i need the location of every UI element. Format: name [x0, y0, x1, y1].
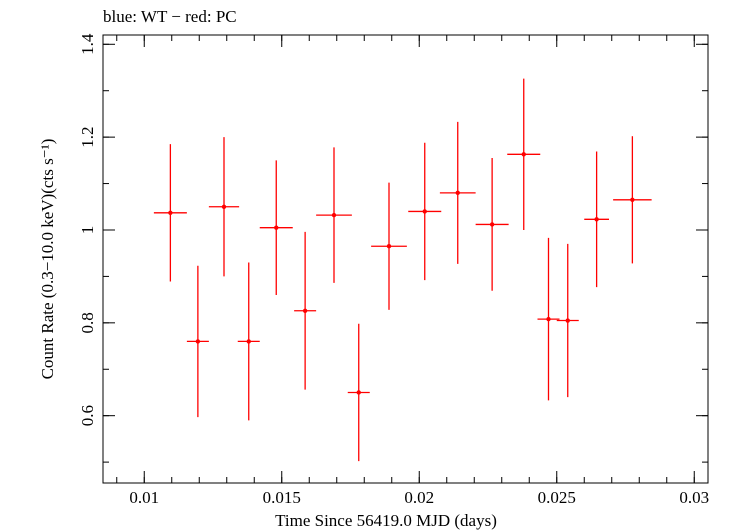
x-tick-label: 0.03	[679, 488, 709, 507]
y-tick-label: 1	[78, 226, 97, 235]
point-marker	[302, 308, 308, 313]
point-marker	[221, 204, 227, 209]
x-tick-label: 0.02	[404, 488, 434, 507]
point-marker	[455, 190, 460, 196]
y-axis-label: Count Rate (0.3−10.0 keV)(cts s⁻¹)	[38, 139, 57, 380]
plot-frame	[102, 34, 709, 484]
data-points	[153, 78, 652, 462]
data-point	[507, 78, 541, 230]
point-marker	[331, 212, 337, 218]
point-marker	[546, 316, 551, 322]
y-tick-label: 1.2	[78, 127, 97, 148]
data-point	[316, 147, 352, 283]
data-point	[584, 151, 609, 288]
y-tick-label: 0.6	[78, 405, 97, 426]
data-point	[208, 137, 240, 277]
point-marker	[386, 244, 392, 249]
data-point	[537, 237, 560, 401]
tick-labels: 0.01 0.015 0.02 0.025 0.03 0.6 0.8 1 1.2 1.4	[78, 33, 709, 507]
point-marker	[195, 339, 201, 344]
y-tick-label: 1.4	[78, 33, 97, 55]
data-point	[556, 243, 579, 398]
point-marker	[521, 152, 526, 157]
point-marker	[489, 222, 495, 227]
data-point	[475, 158, 509, 291]
x-axis-label: Time Since 56419.0 MJD (days)	[275, 511, 497, 530]
point-marker	[630, 197, 635, 203]
data-point	[347, 323, 370, 462]
point-marker	[422, 209, 427, 214]
point-marker	[594, 217, 599, 222]
point-marker	[274, 225, 279, 230]
data-point	[408, 142, 442, 281]
data-point	[294, 231, 317, 390]
point-marker	[168, 210, 173, 216]
chart-title: blue: WT − red: PC	[103, 7, 237, 26]
axis-ticks	[103, 35, 708, 483]
data-point	[186, 265, 209, 418]
y-tick-label: 0.8	[78, 312, 97, 333]
data-point	[259, 160, 293, 295]
point-marker	[356, 390, 361, 395]
x-tick-label: 0.025	[538, 488, 576, 507]
data-point	[371, 182, 407, 310]
point-marker	[565, 318, 570, 323]
x-tick-label: 0.01	[129, 488, 159, 507]
data-point	[439, 121, 476, 264]
point-marker	[246, 339, 251, 344]
data-point	[613, 136, 652, 264]
data-point	[237, 262, 260, 421]
x-tick-label: 0.015	[263, 488, 301, 507]
data-point	[153, 144, 187, 282]
